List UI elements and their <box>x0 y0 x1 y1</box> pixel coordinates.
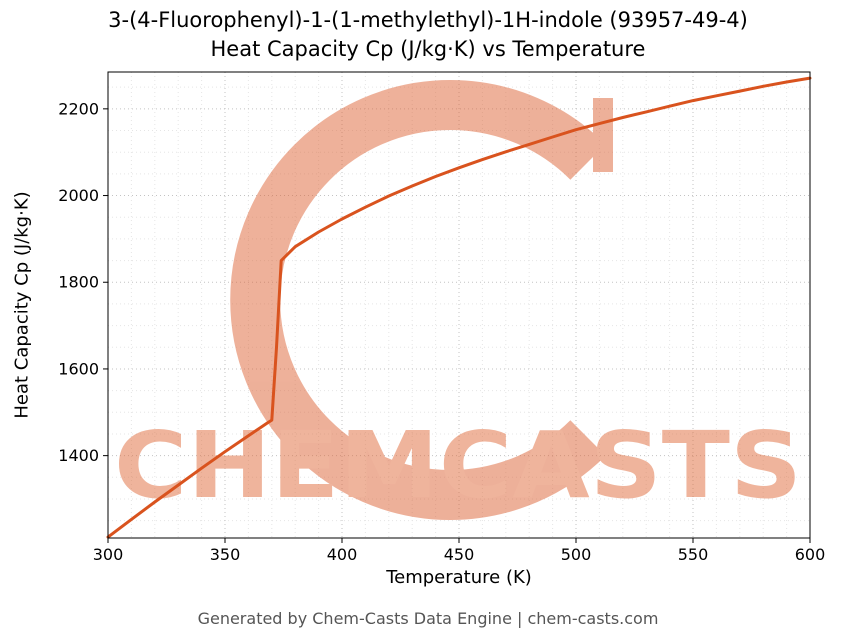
x-tick-label: 600 <box>795 545 826 564</box>
x-tick-label: 500 <box>561 545 592 564</box>
x-tick-label: 450 <box>444 545 475 564</box>
footer-caption: Generated by Chem-Casts Data Engine | ch… <box>197 609 659 628</box>
chart-title-line2: Heat Capacity Cp (J/kg·K) vs Temperature <box>210 37 646 61</box>
y-axis-label: Heat Capacity Cp (J/kg·K) <box>11 191 33 419</box>
x-axis-label: Temperature (K) <box>386 567 532 588</box>
chart-title: 3-(4-Fluorophenyl)-1-(1-methylethyl)-1H-… <box>0 6 856 64</box>
x-tick-label: 550 <box>678 545 709 564</box>
y-tick-label: 2200 <box>58 99 99 118</box>
watermark-text: CHEMCASTS <box>114 412 802 519</box>
cp-line <box>106 76 812 539</box>
y-tick-label: 2000 <box>58 186 99 205</box>
x-tick-label: 400 <box>327 545 358 564</box>
watermark-c-ring <box>230 80 606 520</box>
x-tick-label: 350 <box>210 545 241 564</box>
x-tick-label: 300 <box>93 545 124 564</box>
chart-title-line1: 3-(4-Fluorophenyl)-1-(1-methylethyl)-1H-… <box>108 8 748 32</box>
y-tick-label: 1600 <box>58 359 99 378</box>
y-tick-label: 1800 <box>58 273 99 292</box>
watermark: CHEMCASTS <box>114 80 802 520</box>
tick-labels: 300 350 400 450 500 550 600 1400 1600 1800 2000 220… <box>58 99 825 564</box>
y-tick-label: 1400 <box>58 446 99 465</box>
